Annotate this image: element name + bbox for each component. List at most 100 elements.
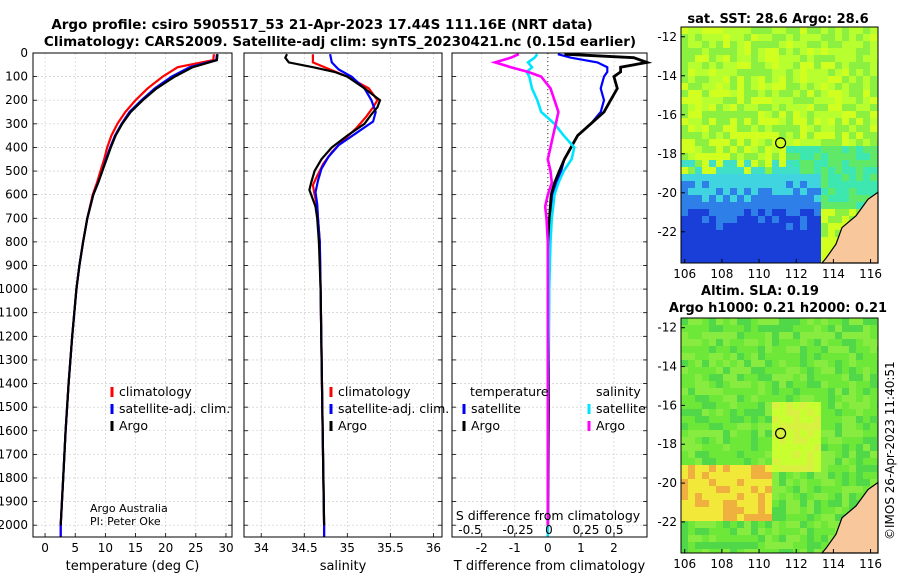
- map-cell: [842, 367, 849, 374]
- map-cell: [828, 55, 835, 62]
- map-cell: [730, 535, 737, 542]
- map-cell: [709, 167, 716, 174]
- map-cell: [849, 76, 856, 83]
- map-cell: [786, 62, 793, 69]
- map-cell: [779, 528, 786, 535]
- map-cell: [786, 507, 793, 514]
- map-cell: [702, 318, 709, 325]
- map-cell: [716, 346, 723, 353]
- map-cell: [807, 132, 814, 139]
- map-cell: [716, 237, 723, 244]
- map-cell: [870, 118, 877, 125]
- map-cell: [716, 167, 723, 174]
- map-cell: [688, 258, 695, 263]
- map-cell: [730, 360, 737, 367]
- map-cell: [842, 458, 849, 465]
- map-cell: [863, 174, 870, 181]
- x-axis-label: T difference from climatology: [453, 559, 646, 574]
- map-cell: [772, 507, 779, 514]
- map-cell: [730, 500, 737, 507]
- x-axis-label: temperature (deg C): [66, 559, 200, 574]
- map-cell: [709, 409, 716, 416]
- map-cell: [807, 195, 814, 202]
- map-cell: [695, 125, 702, 132]
- map-cell: [716, 76, 723, 83]
- x-tick-label: 108: [710, 557, 733, 571]
- map-cell: [730, 223, 737, 230]
- map-cell: [695, 237, 702, 244]
- map-cell: [702, 395, 709, 402]
- map-cell: [807, 188, 814, 195]
- map-cell: [758, 188, 765, 195]
- map-cell: [835, 125, 842, 132]
- map-cell: [835, 83, 842, 90]
- map-cell: [688, 395, 695, 402]
- map-cell: [814, 104, 821, 111]
- map-cell: [716, 48, 723, 55]
- map-cell: [716, 125, 723, 132]
- map-cell: [716, 451, 723, 458]
- map-cell: [723, 458, 730, 465]
- map-cell: [744, 83, 751, 90]
- map-cell: [758, 346, 765, 353]
- map-cell: [723, 430, 730, 437]
- map-cell: [821, 55, 828, 62]
- map-cell: [702, 167, 709, 174]
- map-cell: [856, 174, 863, 181]
- map-cell: [751, 244, 758, 251]
- map-cell: [828, 174, 835, 181]
- map-cell: [765, 451, 772, 458]
- map-cell: [828, 374, 835, 381]
- map-cell: [786, 318, 793, 325]
- map-cell: [737, 479, 744, 486]
- map-cell: [779, 181, 786, 188]
- map-cell: [842, 339, 849, 346]
- map-cell: [716, 223, 723, 230]
- x-tick-label: 30: [218, 541, 233, 555]
- map-cell: [807, 34, 814, 41]
- map-cell: [688, 153, 695, 160]
- map-cell: [709, 83, 716, 90]
- legend-label: satellite-adj. clim.: [119, 401, 230, 416]
- map-cell: [828, 339, 835, 346]
- map-cell: [695, 423, 702, 430]
- map-cell: [793, 153, 800, 160]
- y-tick-label: -12: [657, 321, 677, 335]
- map-cell: [695, 493, 702, 500]
- map-cell: [737, 69, 744, 76]
- map-cell: [842, 48, 849, 55]
- map-cell: [681, 97, 688, 104]
- map-cell: [814, 542, 821, 549]
- map-cell: [716, 493, 723, 500]
- map-cell: [716, 209, 723, 216]
- map-cell: [849, 160, 856, 167]
- map-cell: [730, 416, 737, 423]
- map-cell: [730, 104, 737, 111]
- map-cell: [849, 209, 856, 216]
- map-cell: [688, 325, 695, 332]
- map-cell: [688, 111, 695, 118]
- map-cell: [737, 507, 744, 514]
- map-cell: [779, 339, 786, 346]
- map-cell: [681, 514, 688, 521]
- sla-map-panel: 106 108 110 112 114 116-12-14-16-18-20-22Alti…: [657, 284, 887, 571]
- map-cell: [723, 188, 730, 195]
- map-cell: [737, 367, 744, 374]
- map-cell: [688, 486, 695, 493]
- map-cell: [779, 542, 786, 549]
- map-cell: [744, 167, 751, 174]
- map-cell: [821, 465, 828, 472]
- map-cell: [842, 430, 849, 437]
- map-cell: [786, 237, 793, 244]
- map-cell: [681, 125, 688, 132]
- map-cell: [828, 48, 835, 55]
- map-cell: [793, 167, 800, 174]
- map-cell: [702, 76, 709, 83]
- map-cell: [695, 374, 702, 381]
- map-cell: [730, 423, 737, 430]
- map-cell: [716, 535, 723, 542]
- map-cell: [863, 83, 870, 90]
- map-cell: [723, 41, 730, 48]
- map-cell: [765, 139, 772, 146]
